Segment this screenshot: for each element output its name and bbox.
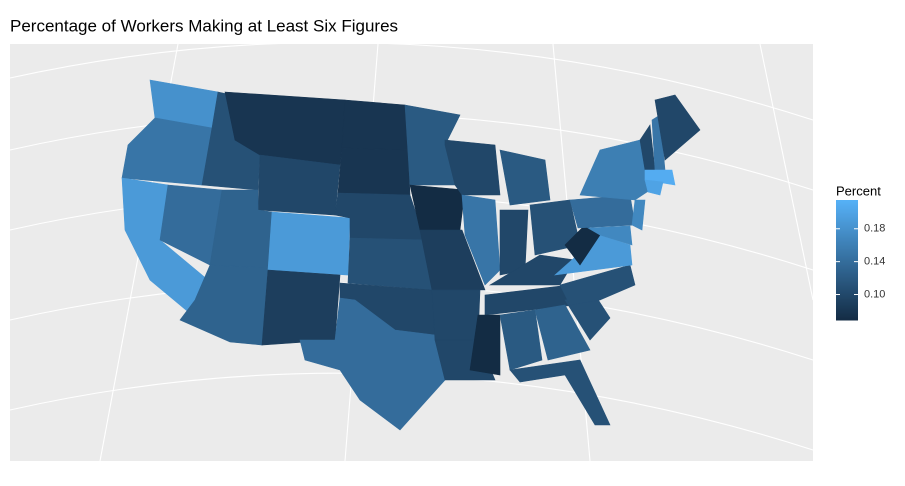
state-region: [341, 99, 409, 151]
state-region: [419, 229, 486, 291]
colorbar-step: [836, 244, 858, 247]
state-region: [631, 199, 646, 231]
colorbar-step: [836, 264, 858, 267]
colorbar-step: [836, 266, 858, 269]
colorbar-step: [836, 296, 858, 299]
state-region: [644, 179, 664, 196]
colorbar-step: [836, 314, 858, 317]
colorbar-step: [836, 200, 858, 203]
colorbar-step: [836, 294, 858, 297]
colorbar-step: [836, 292, 858, 295]
state-region: [461, 194, 501, 286]
colorbar-step: [836, 272, 858, 275]
colorbar-step: [836, 284, 858, 287]
colorbar-step: [836, 270, 858, 273]
colorbar-tick-label: 0.14: [864, 256, 885, 268]
colorbar-step: [836, 226, 858, 229]
state-region: [499, 309, 543, 371]
colorbar-step: [836, 212, 858, 215]
colorbar-step: [836, 268, 858, 271]
colorbar-step: [836, 278, 858, 281]
colorbar-step: [836, 220, 858, 223]
colorbar-step: [836, 202, 858, 205]
colorbar-step: [836, 262, 858, 265]
state-region: [586, 225, 633, 246]
state-region: [257, 154, 341, 216]
colorbar-step: [836, 286, 858, 289]
state-region: [499, 149, 551, 206]
colorbar-tick-label: 0.10: [864, 288, 885, 300]
colorbar-step: [836, 242, 858, 245]
colorbar-step: [836, 208, 858, 211]
colorbar-step: [836, 248, 858, 251]
colorbar-step: [836, 304, 858, 307]
colorbar-step: [836, 312, 858, 315]
colorbar-step: [836, 290, 858, 293]
colorbar-step: [836, 280, 858, 283]
colorbar-step: [836, 222, 858, 225]
colorbar-tick-label: 0.18: [864, 223, 885, 235]
colorbar-step: [836, 318, 858, 321]
colorbar-step: [836, 214, 858, 217]
colorbar-step: [836, 224, 858, 227]
colorbar-step: [836, 308, 858, 311]
colorbar-step: [836, 256, 858, 259]
colorbar-step: [836, 238, 858, 241]
colorbar-step: [836, 288, 858, 291]
colorbar-step: [836, 206, 858, 209]
state-region: [654, 94, 701, 161]
colorbar-step: [836, 246, 858, 249]
colorbar-step: [836, 210, 858, 213]
states: [121, 79, 701, 431]
colorbar-step: [836, 306, 858, 309]
colorbar-step: [836, 232, 858, 235]
state-region: [559, 264, 636, 306]
colorbar-step: [836, 300, 858, 303]
colorbar-step: [836, 310, 858, 313]
colorbar-step: [836, 316, 858, 319]
colorbar-step: [836, 302, 858, 305]
legend-title: Percent: [836, 183, 881, 198]
colorbar-step: [836, 228, 858, 231]
colorbar-step: [836, 260, 858, 263]
colorbar-step: [836, 204, 858, 207]
colorbar-step: [836, 230, 858, 233]
colorbar-step: [836, 276, 858, 279]
state-region: [431, 289, 481, 341]
colorbar-step: [836, 250, 858, 253]
colorbar-step: [836, 274, 858, 277]
chart-title: Percentage of Workers Making at Least Si…: [10, 16, 398, 35]
colorbar-step: [836, 240, 858, 243]
state-region: [261, 269, 341, 346]
state-region: [469, 314, 501, 376]
colorbar-step: [836, 234, 858, 237]
state-region: [299, 297, 446, 431]
colorbar-step: [836, 252, 858, 255]
colorbar-step: [836, 258, 858, 261]
state-region: [267, 211, 351, 276]
colorbar-step: [836, 216, 858, 219]
colorbar-step: [836, 298, 858, 301]
state-region: [409, 184, 466, 231]
state-region: [509, 359, 611, 426]
state-region: [337, 147, 411, 196]
colorbar-step: [836, 282, 858, 285]
state-region: [534, 304, 591, 361]
colorbar-step: [836, 254, 858, 257]
state-region: [347, 237, 433, 291]
state-region: [569, 194, 636, 229]
colorbar-step: [836, 236, 858, 239]
legend: 0.10 0.14 0.18: [836, 200, 885, 321]
colorbar-step: [836, 218, 858, 221]
